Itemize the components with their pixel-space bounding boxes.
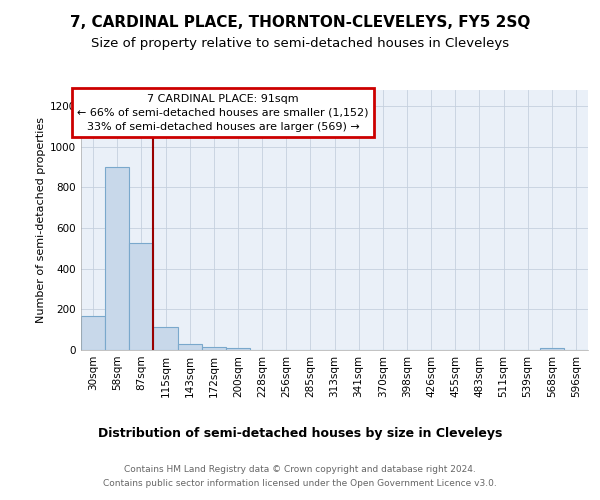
Bar [226,348,250,350]
Text: Contains HM Land Registry data © Crown copyright and database right 2024.: Contains HM Land Registry data © Crown c… [124,465,476,474]
Y-axis label: Number of semi-detached properties: Number of semi-detached properties [36,117,46,323]
Text: Size of property relative to semi-detached houses in Cleveleys: Size of property relative to semi-detach… [91,38,509,51]
Text: 7, CARDINAL PLACE, THORNTON-CLEVELEYS, FY5 2SQ: 7, CARDINAL PLACE, THORNTON-CLEVELEYS, F… [70,15,530,30]
Bar [154,326,178,350]
Text: 7 CARDINAL PLACE: 91sqm
← 66% of semi-detached houses are smaller (1,152)
33% of: 7 CARDINAL PLACE: 91sqm ← 66% of semi-de… [77,94,369,132]
Text: Contains public sector information licensed under the Open Government Licence v3: Contains public sector information licen… [103,479,497,488]
Text: Distribution of semi-detached houses by size in Cleveleys: Distribution of semi-detached houses by … [98,428,502,440]
Bar [178,344,202,350]
Bar [202,347,226,350]
Bar [105,167,129,350]
Bar [129,244,154,350]
Bar [540,348,564,350]
Bar [81,316,105,350]
